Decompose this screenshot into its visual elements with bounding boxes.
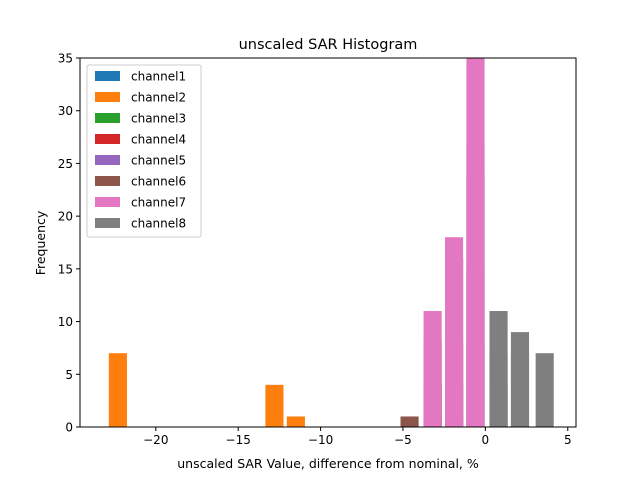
legend-label-channel4: channel4 <box>131 133 186 147</box>
bar-channel8 <box>535 353 554 427</box>
y-tick-label: 30 <box>58 104 73 118</box>
x-tick-label: 0 <box>482 433 490 447</box>
bar-channel8 <box>510 332 530 427</box>
legend-label-channel2: channel2 <box>131 91 186 105</box>
legend-label-channel7: channel7 <box>131 196 186 210</box>
legend-swatch-channel5 <box>95 155 120 165</box>
legend-swatch-channel8 <box>95 218 120 228</box>
y-tick-label: 20 <box>58 210 73 224</box>
axes-frame <box>79 57 577 428</box>
legend-swatch-channel1 <box>95 71 120 81</box>
bar-channel2 <box>286 416 305 427</box>
legend-label-channel8: channel8 <box>131 217 186 231</box>
bar-channel7 <box>445 237 464 427</box>
chart-title: unscaled SAR Histogram <box>239 37 418 53</box>
legend-swatch-channel6 <box>95 176 120 186</box>
legend-swatch-channel3 <box>95 113 120 123</box>
bar-channel8 <box>489 311 508 427</box>
y-axis-label: Frequency <box>33 210 48 275</box>
legend-swatch-channel2 <box>95 92 120 102</box>
y-tick-label: 0 <box>65 421 73 435</box>
legend-label-channel6: channel6 <box>131 175 186 189</box>
y-tick-label: 15 <box>58 262 73 276</box>
y-axis-ticks: 0 5 10 15 20 25 30 35 <box>58 52 80 435</box>
bar-channel2 <box>108 353 127 427</box>
bar-channel2 <box>265 384 284 427</box>
legend-label-channel1: channel1 <box>131 70 186 84</box>
legend-swatch-channel7 <box>95 197 120 207</box>
legend-frame <box>86 64 202 238</box>
y-tick-label: 5 <box>65 368 73 382</box>
bars-group <box>108 58 554 427</box>
bar-channel7 <box>423 311 442 427</box>
legend: channel1 channel2 channel3 channel4 channel5… <box>86 64 202 238</box>
x-axis-label: unscaled SAR Value, difference from nomi… <box>177 456 479 471</box>
bar-channel7 <box>466 58 485 427</box>
x-tick-label: −5 <box>394 433 412 447</box>
y-tick-label: 35 <box>58 52 73 66</box>
legend-swatch-channel4 <box>95 134 120 144</box>
legend-label-channel5: channel5 <box>131 154 186 168</box>
x-tick-label: −20 <box>143 433 168 447</box>
bar-channel6 <box>400 416 419 427</box>
x-tick-label: −15 <box>226 433 251 447</box>
legend-label-channel3: channel3 <box>131 112 186 126</box>
x-tick-label: −10 <box>308 433 333 447</box>
y-tick-label: 10 <box>58 315 73 329</box>
y-tick-label: 25 <box>58 157 73 171</box>
x-tick-label: 5 <box>564 433 572 447</box>
x-axis-ticks: −20 −15 −10 −5 0 5 <box>143 427 572 447</box>
